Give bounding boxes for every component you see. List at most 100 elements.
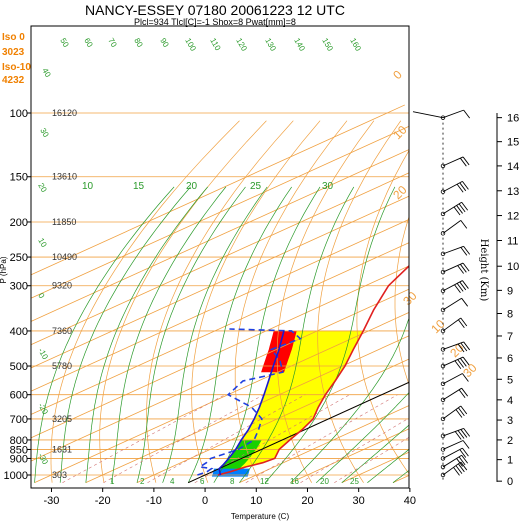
moist-adiabat-line [34,186,175,483]
moist-adiabat-line [162,186,268,483]
wind-station-point [440,269,446,275]
sounding-series [197,264,409,476]
moist-adiabat-label: 10 [82,181,94,192]
dry-adiabat-line [317,120,402,483]
wind-station-point [440,363,446,369]
series-parcel-line [218,330,285,476]
x-tick-label: 0 [202,495,208,507]
mixing-ratio-label: 2 [140,477,145,486]
dry-adiabat-line [99,120,267,483]
x-tick-label: 10 [250,495,262,507]
wind-barb-flag [456,183,464,193]
height-tick-label: 3 [507,415,513,427]
geopotential-label: 5780 [52,361,72,371]
x-tick-label: -10 [146,495,162,507]
moist-adiabat-line [136,186,246,483]
wind-barb-flag [456,283,464,292]
wind-barb-flag [453,467,460,476]
wind-barb-flag [459,358,467,367]
wind-barb [442,297,462,311]
wind-barb [442,356,464,367]
wind-barb-flag [462,440,470,449]
wind-barb-flag [458,407,465,417]
wind-barb-flag [462,156,470,166]
height-tick-label: 6 [507,353,513,365]
low-level-area [219,439,262,475]
iso-info-text: 3023 [2,47,25,58]
wind-barb [442,427,464,437]
wind-barb-flag [458,463,465,473]
wind-barb-flag [459,281,467,291]
y-tick-label: 500 [10,361,28,373]
x-tick-label: 30 [353,495,365,507]
dry-adiabat-line [146,120,294,483]
geopotential-label: 303 [52,470,67,480]
series-temperature-line [217,264,409,476]
wind-barb [442,156,464,167]
wind-barb-flag [462,280,469,289]
mixing-ratio-line [62,394,226,483]
axes: 1001502002503004005006007008008509001000… [4,108,416,507]
moist-adiabat-label: 25 [250,181,262,192]
mixing-ratio-label: 6 [200,477,205,486]
wind-barb [442,109,464,119]
y-tick-label: 800 [10,435,28,447]
mixing-ratio-label: 12 [260,477,269,486]
plot-area [31,104,409,484]
wind-barb-flag [458,319,465,329]
mixing-ratio-line [245,394,398,483]
wind-barb-flag [454,284,461,294]
geopotential-label: 3205 [52,414,72,424]
wind-barb-flag [455,465,463,474]
moist-adiabat-line [264,186,396,483]
height-tick-label: 1 [507,455,513,467]
wind-barb-flag [461,455,469,464]
wind-barb-flag [454,431,462,440]
y-axis-title: P (hPa) [0,256,8,283]
isotherm-line [34,312,409,484]
wind-barb-flag [462,262,470,272]
wind-barb-flag [457,359,464,368]
wind-barb-flag [460,247,468,256]
mixing-ratio-label: 16 [290,477,299,486]
dry-adiabat-line [276,120,375,483]
mixing-ratio-label: 1 [110,477,115,486]
wind-barb [442,280,463,292]
geopotential-label: 7360 [52,326,72,336]
wind-barb-flag [461,298,469,307]
geopotential-label: 11850 [52,217,76,227]
height-tick-label: 13 [507,186,519,198]
wind-barb [442,181,463,193]
y-tick-label: 300 [10,281,28,293]
wind-barb-flag [459,182,467,192]
mixing-ratio-label: 25 [350,477,359,486]
wind-barb-flag [460,342,468,352]
height-tick-label: 5 [507,374,513,386]
isotherm-line [136,358,409,484]
isotherm-line [31,172,409,346]
wind-barb [442,447,463,459]
wind-barb [442,317,462,332]
mixing-ratio-line [103,394,264,483]
wind-barb [412,111,444,119]
x-axis-title: Temperature (C) [231,512,290,521]
height-tick-label: 0 [507,476,513,488]
mixing-ratio-line [334,437,409,483]
wind-barb [442,201,462,215]
moist-adiabat-label: 15 [133,181,145,192]
moist-adiabat-line [187,186,292,483]
isotherm-line [85,335,409,484]
dry-adiabat-line [394,215,409,386]
wind-barb-flag [463,341,471,351]
moist-adiabat-label: 30 [322,181,334,192]
mixing-ratio-label: 20 [320,477,329,486]
wind-barb-flag [458,203,466,213]
wind-barb-flag [462,181,469,190]
y-tick-label: 200 [10,217,28,229]
iso-info-box: Iso 0 3023 Iso-10 4232 [2,32,31,86]
wind-barb-flag [460,429,468,438]
wind-barb-flag [463,109,471,119]
y-tick-label: 850 [10,444,28,456]
wind-barb-column [412,109,471,480]
